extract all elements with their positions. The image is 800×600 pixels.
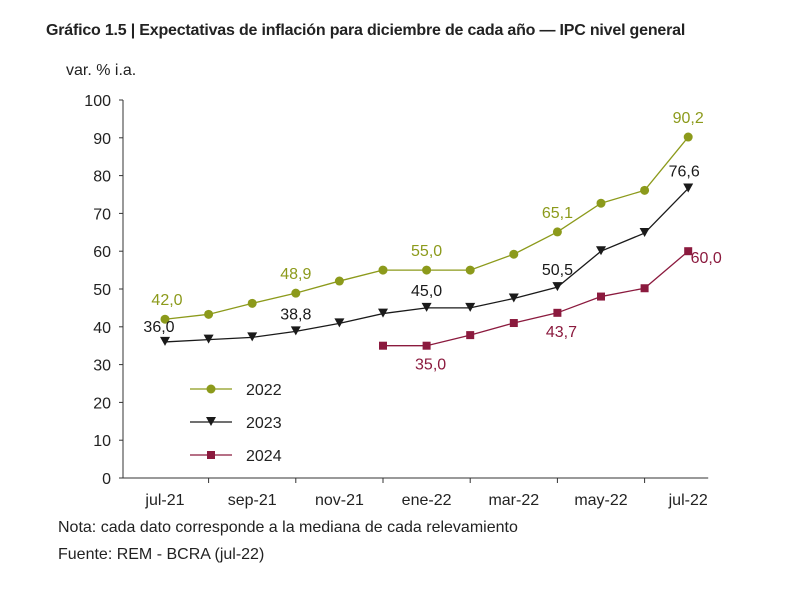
data-point-2022 [552, 227, 562, 237]
data-point-2023 [334, 318, 345, 328]
y-tick-label: 50 [93, 282, 111, 299]
legend-marker-2024 [207, 451, 215, 459]
chart-source: Fuente: REM - BCRA (jul-22) [58, 546, 265, 563]
x-tick-label: mar-22 [488, 492, 539, 509]
data-label-2024: 35,0 [415, 357, 446, 374]
data-point-2022 [334, 276, 344, 286]
data-point-2022 [465, 265, 475, 275]
data-label-2022: 90,2 [673, 110, 704, 127]
data-point-2023 [203, 334, 214, 344]
data-point-2022 [640, 185, 650, 195]
legend-marker-2022 [206, 384, 216, 394]
data-point-2022 [509, 249, 519, 259]
x-tick-label: sep-21 [228, 492, 277, 509]
data-point-2024 [509, 319, 518, 328]
y-tick-label: 0 [102, 471, 111, 488]
data-point-2022 [204, 309, 214, 319]
y-tick-label: 40 [93, 320, 111, 337]
data-label-2023: 76,6 [669, 163, 700, 180]
series-line-2024 [383, 250, 689, 347]
y-axis-label: var. % i.a. [66, 62, 137, 79]
data-point-2023 [160, 336, 170, 346]
x-tick-label: nov-21 [315, 492, 364, 509]
data-point-2022 [160, 314, 170, 324]
x-tick-label: may-22 [574, 492, 627, 509]
data-point-2024 [379, 341, 387, 350]
data-point-2023 [378, 308, 388, 318]
y-tick-label: 80 [93, 169, 111, 186]
data-point-2024 [684, 247, 693, 256]
data-label-2023: 36,0 [143, 319, 174, 336]
x-tick-label: ene-22 [402, 492, 452, 509]
data-point-2024 [553, 308, 562, 317]
legend-label-2022: 2022 [246, 382, 282, 399]
data-label-2022: 55,0 [411, 243, 442, 260]
chart-note: Nota: cada dato corresponde a la mediana… [58, 519, 518, 536]
y-tick-label: 20 [93, 395, 111, 412]
y-tick-label: 60 [93, 244, 111, 261]
data-point-2022 [683, 132, 693, 142]
series-line-2023 [164, 187, 689, 343]
legend-label-2023: 2023 [246, 415, 282, 432]
y-tick-label: 100 [84, 93, 111, 110]
x-tick-label: jul-22 [668, 492, 708, 509]
data-label-2022: 42,0 [151, 292, 182, 309]
data-point-2024 [422, 341, 431, 350]
x-tick-label: jul-21 [144, 492, 184, 509]
data-point-2023 [552, 282, 563, 292]
y-tick-label: 70 [93, 206, 111, 223]
data-point-2023 [639, 228, 650, 238]
legend-marker-2023 [206, 417, 216, 426]
legend-label-2024: 2024 [246, 448, 282, 465]
data-point-2022 [247, 298, 257, 308]
data-point-2022 [291, 288, 301, 298]
data-point-2022 [378, 265, 388, 275]
data-point-2023 [465, 302, 476, 312]
data-point-2022 [422, 265, 432, 275]
data-point-2022 [596, 198, 606, 208]
chart-title: Gráfico 1.5 | Expectativas de inflación … [46, 22, 686, 39]
data-label-2023: 38,8 [280, 306, 311, 323]
data-point-2023 [247, 332, 258, 342]
data-point-2024 [597, 292, 605, 301]
data-point-2023 [683, 183, 694, 193]
data-label-2023: 45,0 [411, 283, 442, 300]
data-label-2023: 50,5 [542, 262, 573, 279]
data-label-2022: 65,1 [542, 205, 573, 222]
data-label-2022: 48,9 [280, 266, 311, 283]
data-point-2024 [640, 284, 649, 293]
data-point-2023 [508, 293, 519, 303]
y-tick-label: 30 [93, 358, 111, 375]
data-label-2024: 60,0 [691, 250, 722, 267]
data-label-2024: 43,7 [546, 324, 577, 341]
data-point-2023 [290, 326, 301, 336]
y-tick-label: 10 [93, 433, 111, 450]
y-tick-label: 90 [93, 131, 111, 148]
data-point-2023 [596, 246, 606, 256]
data-point-2024 [466, 331, 475, 340]
data-point-2023 [421, 302, 432, 312]
